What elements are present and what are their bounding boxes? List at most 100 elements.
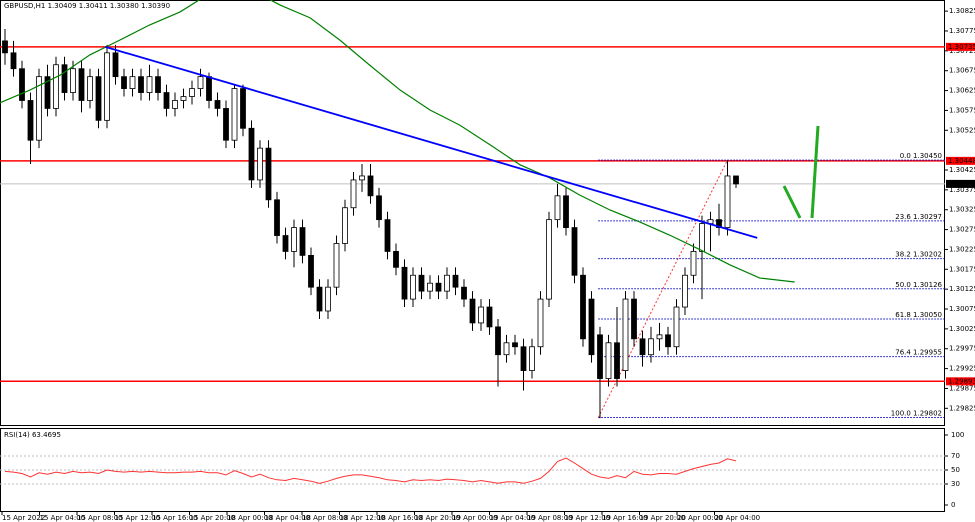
candle-body bbox=[206, 76, 212, 101]
candle-body bbox=[571, 227, 578, 276]
rsi-tick-label: 70 bbox=[951, 452, 960, 460]
candle-body bbox=[724, 175, 731, 228]
candle-body bbox=[682, 274, 688, 308]
y-tick-label: 1.30375 bbox=[949, 186, 975, 194]
candle-body bbox=[274, 199, 280, 236]
candle-body bbox=[129, 76, 136, 89]
candle-body bbox=[733, 175, 739, 185]
candle-body bbox=[486, 306, 493, 328]
x-tick-label: 20 Apr 04:00 bbox=[715, 514, 761, 522]
candle-body bbox=[308, 254, 314, 288]
candle-body bbox=[2, 40, 8, 54]
candle-body bbox=[401, 266, 408, 300]
candle-body bbox=[316, 286, 323, 312]
fib-label: 61.8 1.30050 bbox=[895, 311, 942, 319]
fib-label: 76.4 1.29955 bbox=[895, 349, 942, 357]
candle-body bbox=[333, 243, 340, 288]
fib-label: 100.0 1.29802 bbox=[891, 409, 942, 417]
candle-body bbox=[469, 298, 476, 324]
candle-body bbox=[699, 223, 705, 252]
level-label-box bbox=[946, 42, 975, 51]
y-tick-label: 1.30575 bbox=[949, 106, 975, 114]
candle-body bbox=[53, 64, 59, 109]
axes: 1.308251.307751.307251.306751.306251.305… bbox=[1, 7, 975, 522]
candle-body bbox=[495, 326, 501, 356]
y-tick-label: 1.30225 bbox=[949, 245, 975, 253]
candle-body bbox=[61, 64, 68, 93]
candle-body bbox=[155, 76, 161, 93]
candle-body bbox=[622, 298, 629, 371]
candle-body bbox=[656, 334, 663, 340]
candle-body bbox=[257, 147, 263, 181]
symbol-info: GBPUSD,H1 1.30409 1.30411 1.30380 1.3039… bbox=[4, 2, 170, 10]
fib-label: 38.2 1.30202 bbox=[895, 251, 942, 259]
rsi-tick-label: 50 bbox=[951, 466, 960, 474]
candle-body bbox=[265, 147, 272, 201]
candle-body bbox=[78, 68, 85, 101]
y-tick-label: 1.30175 bbox=[949, 265, 975, 273]
candle-body bbox=[554, 195, 561, 221]
candle-body bbox=[299, 227, 306, 256]
rsi-line bbox=[4, 457, 737, 484]
candle-body bbox=[529, 346, 535, 371]
candle-body bbox=[223, 108, 229, 141]
x-tick-label: 19 Apr 08:00 bbox=[527, 514, 573, 522]
candle-body bbox=[605, 342, 612, 379]
candle-body bbox=[537, 298, 544, 348]
candle-body bbox=[520, 346, 527, 371]
rsi-tick-label: 0 bbox=[951, 501, 955, 509]
candle-body bbox=[478, 306, 484, 324]
candle-body bbox=[197, 76, 204, 89]
candle-body bbox=[418, 274, 425, 292]
y-tick-label: 1.30525 bbox=[949, 126, 975, 134]
y-tick-label: 1.30325 bbox=[949, 206, 975, 214]
candle-body bbox=[248, 127, 255, 181]
candle-body bbox=[180, 96, 187, 101]
candle-body bbox=[146, 76, 153, 93]
y-tick-label: 1.30025 bbox=[949, 325, 975, 333]
y-tick-label: 1.29975 bbox=[949, 345, 975, 353]
x-tick-label: 19 Apr 00:00 bbox=[452, 514, 498, 522]
y-tick-label: 1.30675 bbox=[949, 67, 975, 75]
candle-body bbox=[512, 342, 518, 348]
candle-body bbox=[563, 195, 569, 228]
y-tick-label: 1.30125 bbox=[949, 285, 975, 293]
candle-body bbox=[546, 219, 552, 300]
candle-body bbox=[410, 274, 416, 300]
candle-body bbox=[138, 76, 144, 93]
candle-body bbox=[393, 251, 399, 268]
y-tick-label: 1.29875 bbox=[949, 384, 975, 392]
candle-body bbox=[639, 338, 646, 356]
candle-body bbox=[70, 68, 76, 93]
candle-body bbox=[427, 282, 433, 292]
y-tick-label: 1.30075 bbox=[949, 305, 975, 313]
candle-body bbox=[291, 227, 297, 252]
fib-label: 50.0 1.30126 bbox=[895, 281, 942, 289]
price-panel bbox=[0, 0, 945, 426]
y-tick-label: 1.30625 bbox=[949, 87, 975, 95]
current-price-box bbox=[946, 179, 975, 188]
candle-body bbox=[282, 235, 289, 252]
candle-body bbox=[121, 76, 127, 89]
level-label: 1.30448 bbox=[948, 157, 975, 165]
x-tick-label: 19 Apr 04:00 bbox=[490, 514, 536, 522]
fib-label: 23.6 1.30297 bbox=[895, 213, 942, 221]
candle-body bbox=[648, 338, 654, 356]
level-label: 1.30735 bbox=[948, 43, 975, 51]
level-label-box bbox=[946, 156, 975, 165]
candle-body bbox=[36, 76, 42, 141]
candle-body bbox=[690, 251, 697, 276]
x-tick-label: 20 Apr 00:00 bbox=[677, 514, 723, 522]
candle-body bbox=[444, 274, 450, 292]
y-tick-label: 1.30425 bbox=[949, 166, 975, 174]
candle-body bbox=[452, 274, 459, 288]
candle-body bbox=[95, 76, 102, 121]
x-tick-label: 18 Apr 04:00 bbox=[265, 514, 311, 522]
x-tick-label: 15 Apr 04:00 bbox=[40, 514, 86, 522]
price-plot: 0.0 1.30450 23.6 1.30297 38.2 1.30202 50.0 … bbox=[0, 0, 945, 419]
candle-body bbox=[588, 298, 595, 356]
candle-body bbox=[435, 282, 442, 292]
candle-body bbox=[665, 334, 671, 348]
